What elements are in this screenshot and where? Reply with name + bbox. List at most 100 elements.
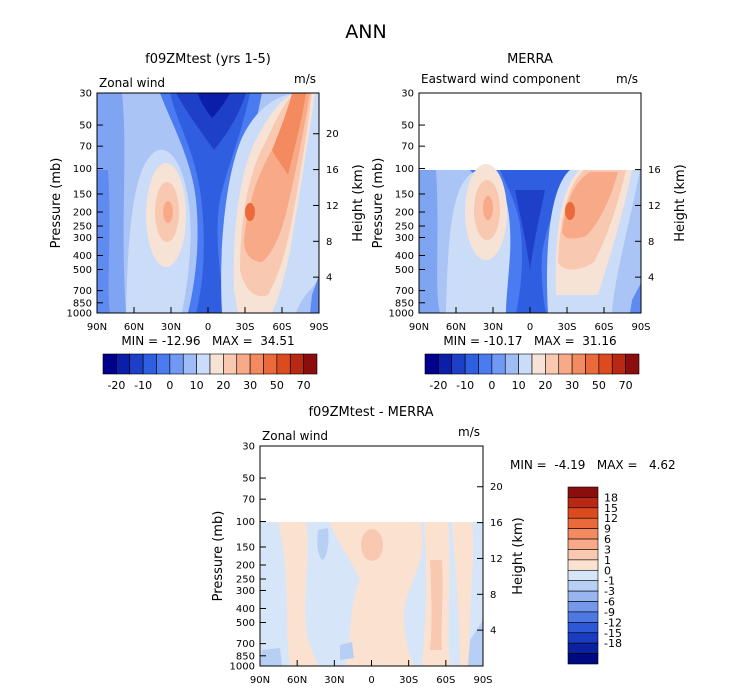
x-tick-label: 60N — [446, 322, 466, 333]
colorbar-swatch — [142, 353, 157, 375]
colorbar-swatch — [116, 353, 131, 375]
y-tick-label: 700 — [395, 286, 414, 297]
y-tick-label: 250 — [73, 222, 92, 233]
colorbar-swatch — [567, 622, 599, 634]
x-tick-label: 90S — [473, 675, 492, 686]
panel-model-ylabel: Pressure (mb) — [49, 158, 64, 249]
panel-model-ylabel-right: Height (km) — [351, 164, 366, 241]
colorbar-swatch — [518, 353, 533, 375]
x-tick-label: 60S — [272, 322, 291, 333]
height-tick-label: 12 — [490, 554, 503, 565]
panel-model-title: f09ZMtest (yrs 1-5) — [145, 52, 271, 67]
colorbar-label: 30 — [243, 379, 257, 392]
y-tick-label: 70 — [401, 142, 414, 153]
y-tick-label: 400 — [73, 251, 92, 262]
y-tick-label: 850 — [236, 651, 255, 662]
panel-model-subtitle-left: Zonal wind — [99, 76, 165, 90]
colorbar-label: 0 — [604, 564, 611, 577]
colorbar-label: -12 — [604, 616, 622, 629]
colorbar-label: -6 — [604, 596, 615, 609]
y-tick-label: 1000 — [67, 309, 92, 320]
panel-merra-axes: 90N 60N 30N 0 30S 60S 90S 30 50 70 100 150 200 250300… — [389, 89, 661, 334]
y-tick-label: 700 — [73, 286, 92, 297]
y-tick-label: 1000 — [389, 309, 414, 320]
x-tick-label: 30N — [483, 322, 503, 333]
y-tick-label: 850 — [395, 298, 414, 309]
y-tick-label: 70 — [242, 495, 255, 506]
height-tick-label: 20 — [326, 129, 339, 140]
colorbar-swatch — [567, 632, 599, 644]
x-tick-label: 60S — [594, 322, 613, 333]
panel-merra-ylabel: Pressure (mb) — [371, 158, 386, 249]
colorbar-swatch — [464, 353, 479, 375]
colorbar-label: 12 — [604, 512, 618, 525]
colorbar-swatch — [276, 353, 291, 375]
height-tick-label: 16 — [490, 518, 503, 529]
colorbar-swatch — [567, 653, 599, 665]
colorbar-label: 1 — [604, 554, 611, 567]
y-tick-label: 30 — [79, 89, 92, 100]
colorbar-swatch — [567, 497, 599, 509]
colorbar-swatch — [567, 601, 599, 613]
colorbar-label: 0 — [488, 379, 495, 392]
colorbar-swatch — [504, 353, 519, 375]
colorbar-label: 10 — [190, 379, 204, 392]
y-tick-label: 500 — [236, 618, 255, 629]
colorbar-swatch — [567, 549, 599, 561]
colorbar-swatch — [571, 353, 586, 375]
y-tick-label: 500 — [395, 265, 414, 276]
figure-title: ANN — [345, 21, 386, 43]
y-tick-label: 50 — [79, 121, 92, 132]
y-tick-label: 400 — [236, 604, 255, 615]
panel-merra-title: MERRA — [507, 52, 553, 67]
height-tick-label: 12 — [648, 201, 661, 212]
colorbar-label: -9 — [604, 606, 615, 619]
colorbar-swatch — [567, 538, 599, 550]
x-tick-label: 0 — [527, 322, 533, 333]
y-tick-label: 300 — [73, 233, 92, 244]
colorbar-swatch — [491, 353, 506, 375]
height-tick-label: 8 — [326, 237, 332, 248]
panel-merra-stats: MIN = -10.17 MAX = 31.16 — [443, 334, 616, 348]
y-tick-label: 300 — [395, 233, 414, 244]
colorbar-swatch — [129, 353, 144, 375]
colorbar-label: 30 — [565, 379, 579, 392]
panel-merra-subtitle-left: Eastward wind component — [421, 72, 581, 86]
y-tick-label: 200 — [73, 208, 92, 219]
height-tick-label: 16 — [648, 165, 661, 176]
colorbar-swatch — [567, 580, 599, 592]
panel-model-field — [97, 93, 319, 313]
panel-diff-subtitle-right: m/s — [458, 425, 480, 439]
panel-merra-ylabel-right: Height (km) — [673, 164, 688, 241]
y-tick-label: 300 — [236, 586, 255, 597]
panel-model: f09ZMtest (yrs 1-5) Zonal wind m/s — [49, 52, 366, 392]
colorbar-swatch — [567, 517, 599, 529]
colorbar-swatch — [236, 353, 251, 375]
height-tick-label: 12 — [326, 201, 339, 212]
panel-merra-colorbar: -20 -10 0 10 20 30 50 70 — [424, 353, 640, 392]
x-tick-label: 30N — [324, 675, 344, 686]
panel-diff: f09ZMtest - MERRA Zonal wind m/s 90N 60N 3… — [211, 405, 676, 686]
y-tick-label: 70 — [79, 142, 92, 153]
y-tick-label: 700 — [236, 639, 255, 650]
colorbar-swatch — [209, 353, 224, 375]
y-tick-label: 200 — [395, 208, 414, 219]
colorbar-label: 6 — [604, 533, 611, 546]
height-tick-label: 16 — [326, 165, 339, 176]
colorbar-label: 3 — [604, 543, 611, 556]
colorbar-swatch — [567, 486, 599, 498]
y-tick-label: 50 — [242, 474, 255, 485]
x-tick-label: 30S — [557, 322, 576, 333]
panel-diff-ylabel-right: Height (km) — [511, 517, 526, 594]
height-tick-label: 4 — [648, 273, 654, 284]
height-tick-label: 4 — [326, 273, 332, 284]
colorbar-swatch — [263, 353, 278, 375]
colorbar-label: 50 — [592, 379, 606, 392]
height-tick-label: 8 — [490, 590, 496, 601]
colorbar-swatch — [567, 559, 599, 571]
height-tick-label: 8 — [648, 237, 654, 248]
colorbar-swatch — [567, 642, 599, 654]
colorbar-label: 70 — [297, 379, 311, 392]
